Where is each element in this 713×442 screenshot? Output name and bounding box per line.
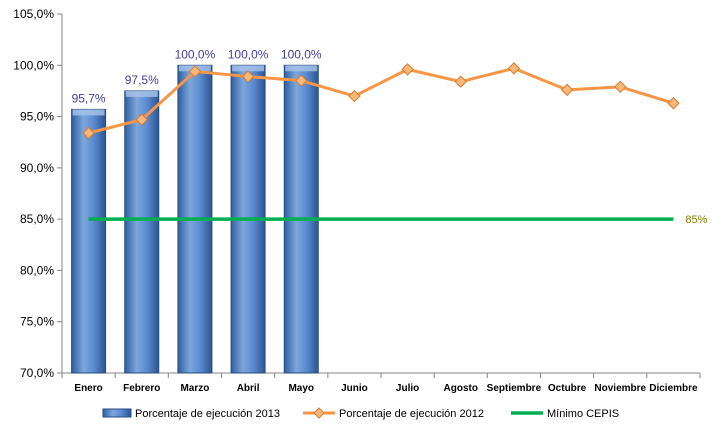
bar-data-label: 100,0% <box>281 47 322 61</box>
line-2012-marker <box>401 63 414 76</box>
axes: 70,0% 75,0% 80,0% 85,0% 90,0% 95,0% 100,0% 105,… <box>13 7 701 394</box>
bar-data-label: 95,7% <box>72 91 106 105</box>
legend-label-2013: Porcentaje de ejecución 2013 <box>135 408 280 420</box>
y-tick-label: 75,0% <box>20 315 54 329</box>
bar-highlight <box>125 90 158 97</box>
bar-data-label: 100,0% <box>228 47 269 61</box>
x-tick-label: Julio <box>396 383 419 394</box>
bar-highlight <box>285 65 318 72</box>
line-2012-marker <box>667 97 680 110</box>
y-tick-label: 80,0% <box>20 263 54 277</box>
x-tick-label: Agosto <box>444 383 478 394</box>
line-2012-marker <box>241 70 255 83</box>
bar-highlight <box>232 65 265 72</box>
y-tick-label: 70,0% <box>20 366 54 380</box>
bar-series <box>71 64 319 374</box>
x-tick-label: Octubre <box>548 383 587 394</box>
min-cepis-label: 85% <box>685 214 707 226</box>
x-tick-label: Mayo <box>288 383 314 394</box>
x-tick-label: Septiembre <box>487 383 542 394</box>
legend-label-min: Mínimo CEPIS <box>547 408 619 420</box>
bar-highlight <box>72 109 105 116</box>
y-tick-label: 105,0% <box>13 7 54 21</box>
x-tick-label: Marzo <box>180 383 209 394</box>
line-2012-marker <box>614 80 627 94</box>
line-2012-marker <box>188 65 202 78</box>
line-2012-marker <box>507 62 521 75</box>
line-2012-marker <box>560 83 574 97</box>
x-tick-label: Noviembre <box>594 383 646 394</box>
x-tick-label: Enero <box>74 383 102 394</box>
y-tick-label: 90,0% <box>20 161 54 175</box>
legend-swatch-bar <box>102 408 132 418</box>
line-2012-marker <box>454 75 467 88</box>
legend-label-2012: Porcentaje de ejecución 2012 <box>339 408 484 420</box>
line-2012-marker <box>348 89 361 103</box>
x-tick-label: Diciembre <box>649 383 698 394</box>
x-tick-label: Abril <box>237 383 260 394</box>
y-tick-label: 100,0% <box>13 58 54 72</box>
bar <box>124 90 160 374</box>
line-2012-marker <box>82 126 95 140</box>
line-2012-marker <box>135 113 148 126</box>
data-labels: 95,7% 97,5% 100,0% 100,0% 100,0% 85% <box>72 47 708 226</box>
y-tick-label: 85,0% <box>20 212 54 226</box>
line-2012-marker <box>295 74 308 87</box>
line-series <box>82 62 680 221</box>
legend: Porcentaje de ejecución 2013 Porcentaje d… <box>102 407 619 420</box>
x-tick-label: Junio <box>341 383 368 394</box>
legend-swatch-marker <box>313 407 325 419</box>
bar-data-label: 97,5% <box>125 73 159 87</box>
bar-data-label: 100,0% <box>175 47 216 61</box>
x-tick-label: Febrero <box>123 383 160 394</box>
y-tick-label: 95,0% <box>20 110 54 124</box>
line-2012 <box>88 66 674 135</box>
bar <box>71 108 107 374</box>
